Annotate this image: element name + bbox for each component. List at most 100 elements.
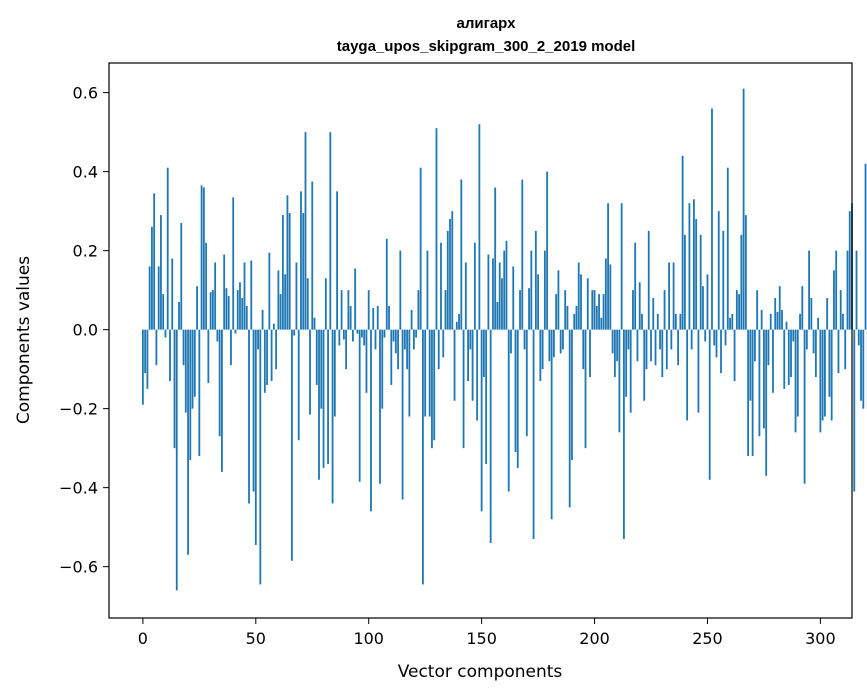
bar-205	[604, 258, 607, 330]
bar-313	[848, 211, 851, 330]
bar-134	[444, 290, 447, 330]
bar-279	[772, 329, 774, 393]
x-tick-label-1: 50	[246, 629, 266, 648]
bar-162	[507, 329, 510, 492]
bar-1	[144, 329, 147, 374]
bar-34	[218, 329, 221, 437]
bar-118	[408, 329, 411, 417]
bar-52	[259, 329, 262, 585]
bar-35	[221, 329, 223, 472]
bar-141	[460, 179, 463, 330]
plot-frame	[108, 62, 853, 619]
bar-274	[760, 309, 763, 330]
bar-177	[541, 329, 544, 370]
bar-83	[329, 132, 332, 330]
bar-169	[523, 329, 526, 350]
bar-212	[620, 203, 623, 330]
bar-320	[864, 163, 867, 330]
bar-310	[842, 313, 844, 330]
bar-172	[530, 250, 533, 330]
bar-95	[356, 329, 359, 334]
bar-312	[846, 250, 849, 330]
bar-266	[742, 88, 745, 330]
bar-171	[528, 288, 530, 330]
bar-26	[200, 185, 203, 330]
bar-10	[164, 329, 167, 338]
bar-131	[437, 329, 440, 370]
bar-224	[647, 230, 650, 330]
bar-115	[401, 329, 404, 500]
bar-157	[496, 301, 499, 330]
bar-30	[209, 292, 212, 330]
bar-226	[652, 298, 655, 330]
bar-256	[720, 329, 722, 374]
bar-211	[618, 329, 621, 433]
bar-293	[803, 329, 806, 484]
bar-47	[248, 329, 250, 504]
bar-56	[268, 252, 271, 330]
bar-32	[214, 262, 217, 330]
bar-53	[261, 309, 264, 330]
bar-109	[388, 305, 390, 330]
bar-166	[516, 329, 519, 468]
bar-262	[733, 329, 736, 381]
bar-189	[568, 329, 571, 508]
bar-181	[550, 329, 553, 520]
bar-44	[241, 298, 244, 330]
bar-242	[688, 203, 691, 330]
bar-298	[814, 329, 817, 378]
bar-290	[796, 329, 799, 417]
bar-237	[677, 329, 680, 366]
bar-3	[148, 266, 151, 330]
bar-82	[327, 329, 329, 464]
bar-304	[828, 329, 831, 397]
x-tick-label-5: 250	[692, 629, 723, 648]
bar-99	[365, 329, 368, 393]
bar-194	[580, 274, 582, 330]
bar-301	[821, 329, 824, 421]
bar-161	[505, 240, 508, 330]
bar-49	[252, 329, 255, 492]
bar-198	[589, 329, 591, 378]
bar-160	[503, 250, 506, 330]
bar-130	[435, 128, 438, 330]
bar-195	[582, 329, 585, 370]
bar-112	[394, 329, 397, 354]
bar-100	[367, 290, 370, 330]
bar-133	[442, 329, 445, 358]
bar-163	[510, 329, 512, 354]
bar-222	[643, 329, 646, 401]
bar-258	[724, 329, 727, 346]
bar-229	[659, 329, 661, 350]
bar-217	[632, 290, 634, 330]
bar-297	[812, 329, 815, 354]
bar-103	[374, 329, 377, 350]
bar-251	[708, 329, 711, 480]
bar-148	[476, 329, 479, 421]
bar-9	[162, 294, 165, 330]
bar-235	[672, 262, 675, 330]
bar-7	[157, 266, 160, 330]
bar-74	[309, 329, 311, 415]
bar-5	[153, 193, 156, 330]
bar-204	[602, 294, 605, 330]
bar-173	[532, 329, 535, 539]
bar-249	[704, 329, 707, 342]
bar-122	[417, 290, 420, 330]
bar-240	[683, 234, 686, 330]
bar-57	[270, 329, 273, 381]
bar-230	[661, 329, 664, 378]
bar-315	[853, 329, 856, 492]
bar-318	[860, 329, 862, 401]
bar-6	[155, 329, 158, 366]
bar-113	[397, 329, 399, 370]
bar-247	[699, 234, 702, 330]
bar-185	[559, 329, 562, 354]
bar-36	[223, 254, 226, 330]
bar-270	[751, 329, 754, 457]
bar-190	[571, 329, 573, 460]
bar-72	[304, 132, 307, 330]
bar-207	[609, 264, 612, 330]
bar-93	[352, 329, 354, 342]
bar-114	[399, 250, 402, 330]
